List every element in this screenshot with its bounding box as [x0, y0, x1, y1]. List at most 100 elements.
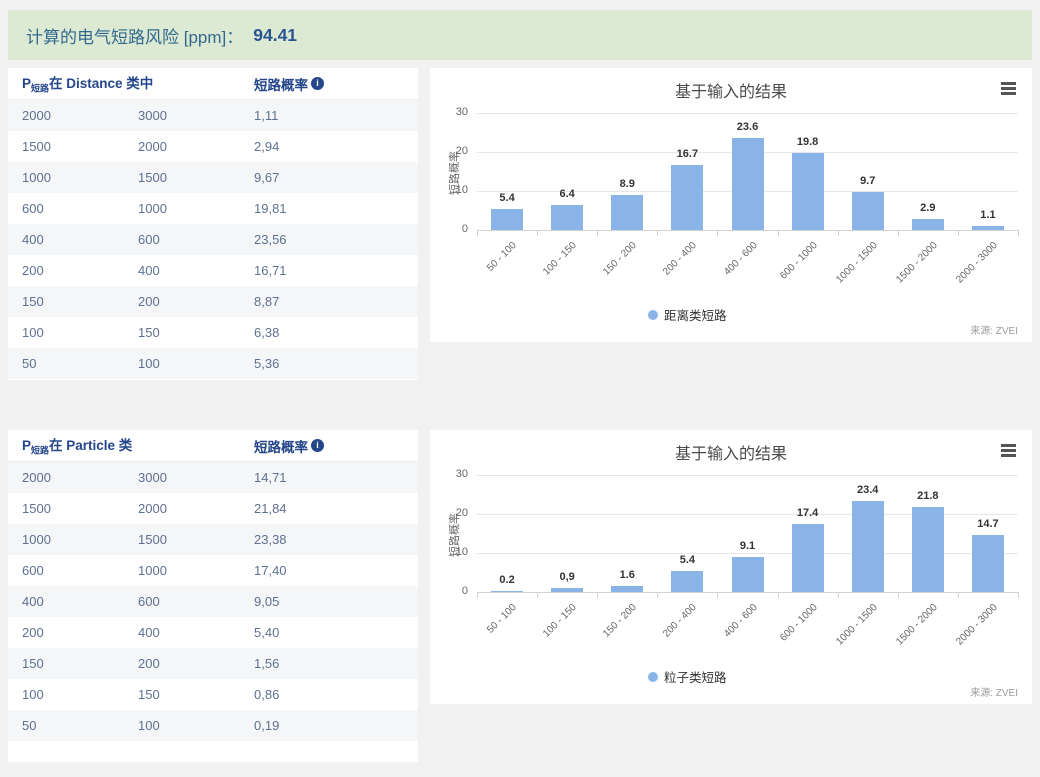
bar[interactable] — [911, 506, 944, 592]
bar-value-label: 23.4 — [857, 483, 879, 496]
table-cell: 1500 — [22, 139, 51, 154]
table-cell: 150 — [22, 294, 44, 309]
bar-value-label: 0,9 — [559, 571, 575, 584]
p-subscript: 短路 — [31, 83, 50, 94]
table-cell: 3000 — [138, 470, 167, 485]
bar[interactable] — [971, 534, 1004, 592]
x-axis-tick — [657, 230, 659, 236]
bar[interactable] — [491, 208, 524, 230]
bar[interactable] — [851, 500, 884, 592]
bar[interactable] — [671, 570, 704, 592]
table-header: P短路在 Particle 类 短路概率 i — [8, 430, 418, 462]
table-cell: 0,19 — [254, 718, 280, 733]
bar[interactable] — [611, 195, 644, 230]
bar[interactable] — [611, 585, 644, 592]
table-cell: 14,71 — [254, 470, 287, 485]
hamburger-menu-icon[interactable] — [1001, 82, 1016, 97]
x-category-label: 150 - 200 — [601, 602, 640, 640]
bar-value-label: 1.6 — [619, 568, 635, 581]
table-cell: 400 — [22, 594, 44, 609]
table-title-rest: 在 Distance 类中 — [49, 76, 154, 92]
table-cell: 50 — [22, 356, 37, 371]
table-cell: 400 — [22, 232, 44, 247]
table-row: 400 600 23,56 — [8, 224, 418, 255]
legend-item[interactable]: 粒子类短路 — [648, 667, 727, 686]
chart-title: 基于输入的结果 — [674, 446, 787, 463]
x-axis-tick — [957, 230, 959, 236]
bar-value-label: 5.4 — [499, 191, 515, 204]
bar-value-label: 17.4 — [796, 507, 819, 520]
bar-value-label: 6.4 — [559, 188, 575, 201]
table-row: 600 1000 17,40 — [8, 555, 418, 586]
table-row: 50 100 0,19 — [8, 710, 418, 741]
bar[interactable] — [911, 218, 944, 230]
table-cell: 1000 — [138, 201, 167, 216]
legend-label: 粒子类短路 — [664, 671, 727, 685]
bar[interactable] — [491, 591, 524, 592]
info-icon[interactable]: i — [311, 77, 324, 90]
table-row: 200 400 5,40 — [8, 617, 418, 648]
p-symbol: P — [22, 438, 32, 454]
y-tick-label: 0 — [461, 223, 468, 235]
table-cell: 400 — [138, 263, 160, 278]
table-title: P短路在 Distance 类中 — [8, 72, 254, 95]
x-axis-tick — [717, 592, 719, 598]
table-cell: 1500 — [22, 501, 51, 516]
x-axis-tick — [1018, 230, 1019, 236]
table-row: 1000 1500 23,38 — [8, 524, 418, 555]
bar[interactable] — [791, 524, 824, 592]
table-cell: 1000 — [22, 532, 51, 547]
x-axis-tick — [957, 592, 959, 598]
table-row: 400 600 9,05 — [8, 586, 418, 617]
table-cell: 2000 — [22, 470, 51, 485]
table-header: P短路在 Distance 类中 短路概率 i — [8, 68, 418, 100]
table-cell: 9,05 — [254, 594, 280, 609]
table-cell: 16,71 — [254, 263, 287, 278]
table-cell: 23,38 — [254, 532, 287, 547]
bar[interactable] — [551, 205, 584, 230]
p-subscript: 短路 — [31, 445, 50, 456]
table-row: 100 150 6,38 — [8, 317, 418, 348]
info-icon[interactable]: i — [311, 439, 324, 452]
y-axis-label: 短路概率 — [449, 151, 461, 195]
x-category-label: 50 - 100 — [485, 602, 519, 636]
table-cell: 150 — [22, 656, 44, 671]
x-category-label: 1500 - 2000 — [894, 602, 940, 648]
bar[interactable] — [731, 137, 764, 230]
table-cell: 50 — [22, 718, 37, 733]
table-cell: 200 — [22, 625, 44, 640]
y-tick-label: 20 — [455, 145, 468, 157]
table-cell: 100 — [138, 356, 160, 371]
table-title: P短路在 Particle 类 — [8, 434, 254, 457]
x-axis-line — [477, 592, 1018, 593]
legend-dot-icon — [648, 309, 658, 320]
x-axis-tick — [657, 592, 659, 598]
table-cell: 2000 — [22, 108, 51, 123]
bar[interactable] — [731, 556, 764, 592]
x-category-label: 100 - 150 — [541, 602, 579, 640]
particle-bar-chart: 基于输入的结果 短路概率 粒子类短路 来源: ZVEI 0 10 20 30 0.2 50… — [430, 430, 1032, 704]
x-category-label: 1000 - 1500 — [833, 240, 880, 286]
x-category-label: 600 - 1000 — [777, 602, 820, 644]
hamburger-menu-icon[interactable] — [1001, 444, 1016, 459]
y-tick-label: 10 — [455, 546, 468, 558]
x-axis-tick — [717, 230, 719, 236]
bar[interactable] — [971, 225, 1004, 230]
bar[interactable] — [551, 588, 584, 592]
y-tick-label: 30 — [455, 468, 468, 480]
legend-item[interactable]: 距离类短路 — [648, 305, 727, 324]
table-row: 50 100 5,36 — [8, 348, 418, 379]
table-row: 1500 2000 2,94 — [8, 131, 418, 162]
bar-value-label: 5.4 — [679, 553, 696, 566]
table-row: 2000 3000 1,11 — [8, 100, 418, 131]
table-row: 150 200 1,56 — [8, 648, 418, 679]
chart-source-credit: 来源: ZVEI — [970, 688, 1018, 699]
bar[interactable] — [671, 164, 704, 230]
table-cell: 100 — [22, 687, 44, 702]
bar[interactable] — [851, 192, 884, 230]
bar-value-label: 8.9 — [619, 178, 635, 191]
x-category-label: 400 - 600 — [721, 240, 760, 278]
table-row: 150 200 8,87 — [8, 286, 418, 317]
bar[interactable] — [791, 152, 824, 230]
